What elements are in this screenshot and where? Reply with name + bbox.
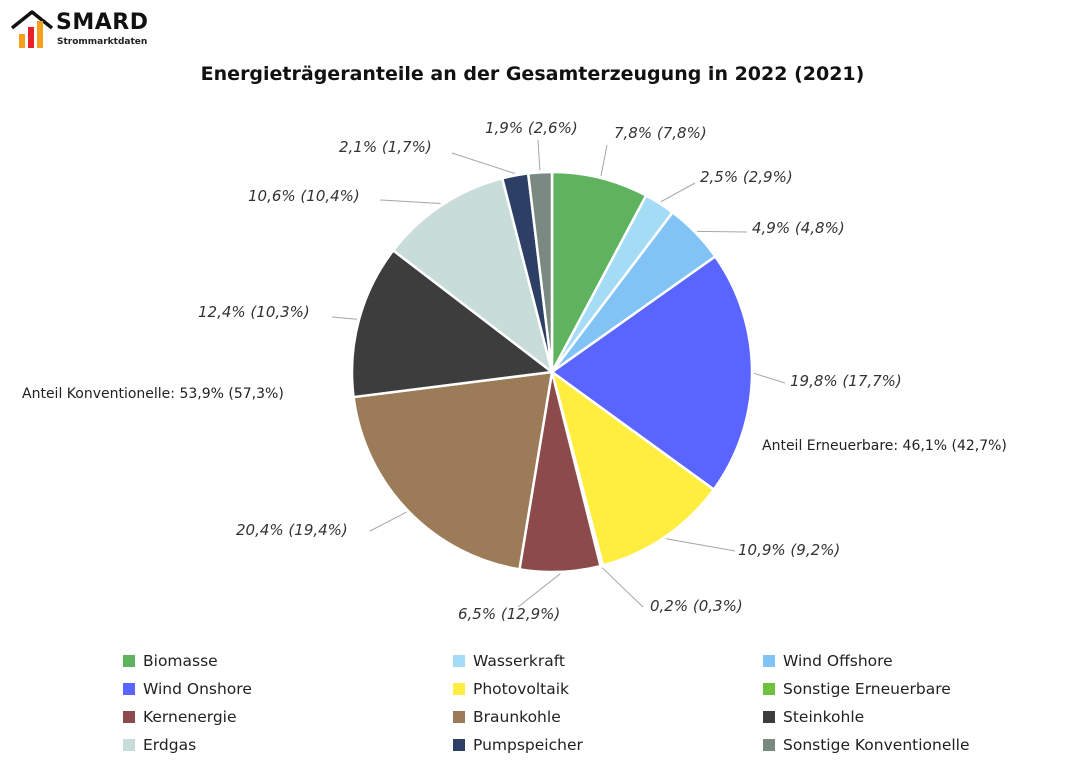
legend-swatch	[123, 683, 135, 695]
smard-logo-icon	[10, 10, 54, 48]
conventional-share-label: Anteil Konventionelle: 53,9% (57,3%)	[22, 386, 284, 402]
legend-item: Biomasse	[123, 652, 218, 670]
smard-logo: SMARD Strommarktdaten	[10, 6, 150, 52]
slice-label: 7,8% (7,8%)	[614, 124, 707, 142]
leader-line	[660, 182, 696, 203]
leader-line	[379, 199, 441, 204]
leader-line	[697, 230, 748, 233]
leader-line	[666, 538, 736, 552]
legend-label: Sonstige Erneuerbare	[783, 680, 951, 698]
pie-slice-steinkohle	[350, 249, 554, 399]
slice-label: 0,2% (0,3%)	[650, 597, 743, 615]
leader-line	[331, 316, 358, 320]
leader-line	[601, 567, 644, 608]
leader-line	[369, 511, 407, 532]
legend-label: Kernenergie	[143, 708, 237, 726]
legend-item: Kernenergie	[123, 708, 237, 726]
legend-swatch	[123, 711, 135, 723]
legend-label: Wind Onshore	[143, 680, 252, 698]
logo-subtitle: Strommarktdaten	[57, 37, 148, 47]
legend-label: Photovoltaik	[473, 680, 570, 698]
legend-label: Pumpspeicher	[473, 736, 583, 754]
pie-slice-photovoltaik	[550, 370, 716, 567]
legend-item: Pumpspeicher	[453, 736, 583, 754]
legend-swatch	[763, 711, 775, 723]
slice-label: 19,8% (17,7%)	[790, 372, 902, 390]
legend-item: Braunkohle	[453, 708, 561, 726]
leader-line	[753, 372, 786, 384]
slice-label: 10,9% (9,2%)	[738, 541, 840, 559]
legend-label: Steinkohle	[783, 708, 865, 726]
slice-label: 6,5% (12,9%)	[458, 605, 560, 623]
slice-label: 20,4% (19,4%)	[236, 521, 348, 539]
leader-line	[537, 139, 541, 171]
legend-label: Wind Offshore	[783, 652, 893, 670]
legend-label: Biomasse	[143, 652, 218, 670]
legend-item: Photovoltaik	[453, 680, 569, 698]
pie-slices	[350, 170, 754, 574]
legend-item: Wasserkraft	[453, 652, 565, 670]
pie-chart: 7,8% (7,8%) 2,5% (2,9%) 4,9% (4,8%) 19,8% (…	[22, 119, 1007, 623]
slice-label: 4,9% (4,8%)	[752, 219, 845, 237]
legend-label: Braunkohle	[473, 708, 561, 726]
pie-slice-sonstige-konventionelle	[526, 170, 554, 374]
legend-swatch	[453, 739, 465, 751]
legend-swatch	[123, 655, 135, 667]
legend-swatch	[453, 683, 465, 695]
chart-title: Energieträgeranteile an der Gesamterzeug…	[200, 63, 865, 85]
legend-item: Sonstige Konventionelle	[763, 736, 970, 754]
pie-slice-biomasse	[550, 170, 648, 374]
slice-labels: 7,8% (7,8%) 2,5% (2,9%) 4,9% (4,8%) 19,8% (…	[198, 119, 902, 623]
pie-slice-wind-onshore	[550, 255, 754, 491]
legend-item: Wind Offshore	[763, 652, 893, 670]
slice-label: 1,9% (2,6%)	[485, 119, 578, 137]
legend-swatch	[763, 655, 775, 667]
legend-swatch	[123, 739, 135, 751]
leader-line	[451, 152, 515, 174]
legend-item: Steinkohle	[763, 708, 864, 726]
legend-swatch	[763, 683, 775, 695]
slice-label: 2,1% (1,7%)	[339, 138, 432, 156]
legend-label: Erdgas	[143, 736, 197, 754]
legend-item: Sonstige Erneuerbare	[763, 680, 951, 698]
leader-lines	[331, 139, 786, 608]
legend-swatch	[453, 711, 465, 723]
legend-swatch	[763, 739, 775, 751]
legend-label: Wasserkraft	[473, 652, 566, 670]
legend-item: Wind Onshore	[123, 680, 252, 698]
slice-label: 12,4% (10,3%)	[198, 303, 310, 321]
leader-line	[517, 573, 561, 608]
leader-line	[600, 144, 608, 177]
legend-swatch	[453, 655, 465, 667]
slice-label: 10,6% (10,4%)	[248, 187, 360, 205]
logo-brand: SMARD	[56, 10, 149, 35]
renewable-share-label: Anteil Erneuerbare: 46,1% (42,7%)	[762, 438, 1007, 454]
legend-label: Sonstige Konventionelle	[783, 736, 970, 754]
slice-label: 2,5% (2,9%)	[700, 168, 793, 186]
pie-slice-erdgas	[391, 177, 554, 374]
legend-item: Erdgas	[123, 736, 196, 754]
pie-slice-braunkohle	[352, 370, 554, 571]
